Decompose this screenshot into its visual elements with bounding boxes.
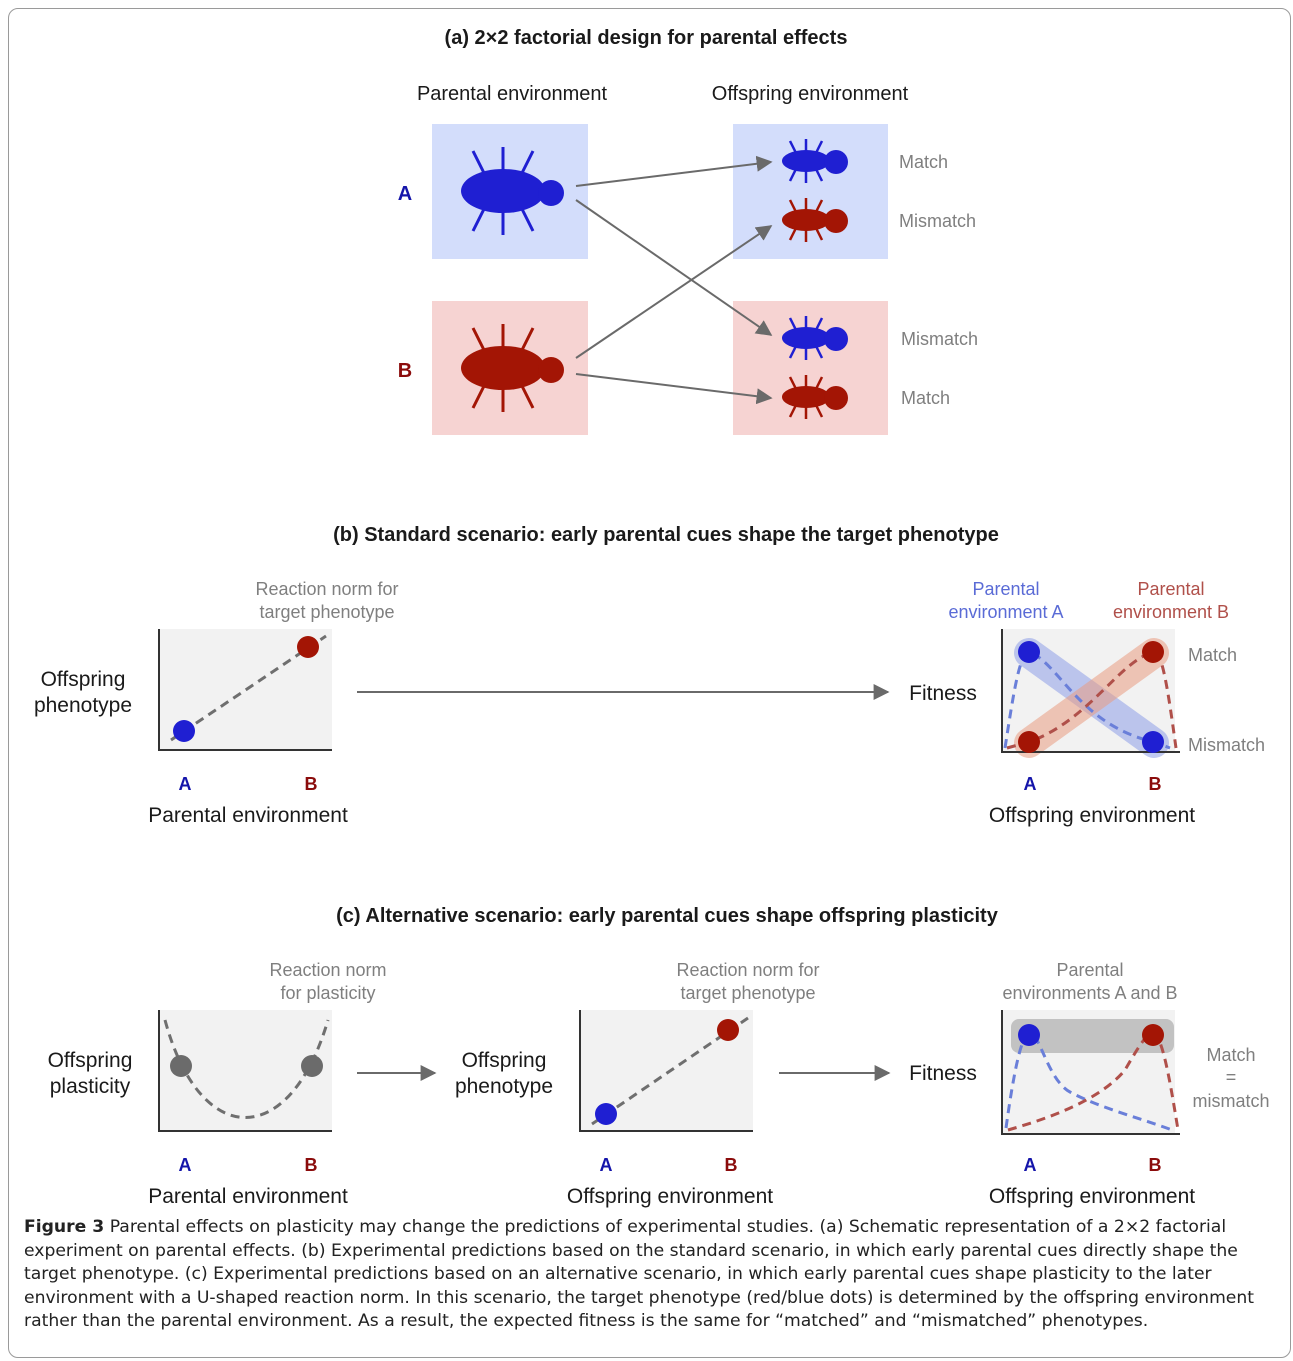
b1-xlabel: Parental environment bbox=[148, 804, 348, 827]
b2-dot-blue-a bbox=[1018, 641, 1040, 663]
c2-annotation: Reaction norm for bbox=[676, 960, 819, 980]
offspring-beetle-ab-icon bbox=[782, 316, 848, 360]
c3-xlabel: Offspring environment bbox=[989, 1185, 1195, 1208]
c3-dot-a bbox=[1018, 1024, 1040, 1046]
caption-text: Parental effects on plasticity may chang… bbox=[24, 1217, 1255, 1331]
b1-dot-a bbox=[173, 720, 195, 742]
b2-xlabel: Offspring environment bbox=[989, 804, 1195, 827]
panel-b: (b) Standard scenario: early parental cu… bbox=[34, 524, 1265, 827]
b2-legend-a: environment A bbox=[948, 602, 1063, 622]
offspring-beetle-bb-icon bbox=[782, 375, 848, 419]
c3-right-label: mismatch bbox=[1192, 1091, 1269, 1111]
outcome-label: Mismatch bbox=[901, 329, 978, 349]
c3-equal-band bbox=[1011, 1019, 1174, 1053]
c2-ylabel: phenotype bbox=[455, 1075, 553, 1098]
offspring-box-a bbox=[733, 124, 888, 259]
b2-right-label: Match bbox=[1188, 645, 1237, 665]
c2-xlabel: Offspring environment bbox=[567, 1185, 773, 1208]
c1-dot-a bbox=[170, 1055, 192, 1077]
b2-legend-a: Parental bbox=[972, 579, 1039, 599]
b2-curve-b bbox=[1006, 650, 1178, 750]
offspring-environment-header: Offspring environment bbox=[712, 83, 909, 105]
panel-b-title: (b) Standard scenario: early parental cu… bbox=[333, 524, 999, 546]
panel-c: (c) Alternative scenario: early parental… bbox=[48, 905, 1270, 1208]
panel-a: (a) 2×2 factorial design for parental ef… bbox=[398, 27, 978, 435]
c2-annotation: target phenotype bbox=[680, 983, 815, 1003]
c1-annotation: Reaction norm bbox=[269, 960, 386, 980]
parental-environment-header: Parental environment bbox=[417, 83, 608, 105]
c2-ylabel: Offspring bbox=[462, 1049, 547, 1072]
c1-tick-b: B bbox=[305, 1155, 318, 1175]
b1-dot-b bbox=[297, 636, 319, 658]
b2-legend-b: environment B bbox=[1113, 602, 1229, 622]
b2-tick-b: B bbox=[1149, 774, 1162, 794]
c3-curve-b bbox=[1007, 1031, 1180, 1132]
c2-dot-a bbox=[595, 1103, 617, 1125]
outcome-label: Match bbox=[899, 152, 948, 172]
b2-tick-a: A bbox=[1024, 774, 1037, 794]
b1-annotation: Reaction norm for bbox=[255, 579, 398, 599]
figure-caption: Figure 3 Parental effects on plasticity … bbox=[24, 1216, 1264, 1334]
c1-xlabel: Parental environment bbox=[148, 1185, 348, 1208]
c3-tick-b: B bbox=[1149, 1155, 1162, 1175]
c2-dot-b bbox=[717, 1019, 739, 1041]
c3-annotation: Parental bbox=[1056, 960, 1123, 980]
c1-annotation: for plasticity bbox=[280, 983, 375, 1003]
parent-beetle-a-icon bbox=[461, 147, 564, 235]
b1-tick-b: B bbox=[305, 774, 318, 794]
b2-ylabel: Fitness bbox=[909, 682, 977, 705]
arrow-b-to-b bbox=[575, 373, 773, 405]
caption-label: Figure 3 bbox=[24, 1217, 105, 1237]
outcome-label: Mismatch bbox=[899, 211, 976, 231]
c1-ylabel: Offspring bbox=[48, 1049, 133, 1072]
c3-annotation: environments A and B bbox=[1002, 983, 1177, 1003]
b2-dot-red-a bbox=[1018, 731, 1040, 753]
b1-ylabel: Offspring bbox=[41, 668, 126, 691]
c1-tick-a: A bbox=[179, 1155, 192, 1175]
parent-beetle-b-icon bbox=[461, 324, 564, 412]
panel-c-title: (c) Alternative scenario: early parental… bbox=[336, 905, 999, 927]
b2-dot-red-b bbox=[1142, 641, 1164, 663]
b2-band-b bbox=[1014, 638, 1169, 758]
c3-right-label: = bbox=[1226, 1067, 1237, 1087]
offspring-beetle-aa-icon bbox=[782, 139, 848, 183]
outcome-label: Match bbox=[901, 388, 950, 408]
b1-ylabel: phenotype bbox=[34, 694, 132, 717]
c3-ylabel: Fitness bbox=[909, 1062, 977, 1085]
c2-tick-b: B bbox=[725, 1155, 738, 1175]
b1-annotation: target phenotype bbox=[259, 602, 394, 622]
offspring-beetle-ba-icon bbox=[782, 198, 848, 242]
c3-curve-a bbox=[1004, 1031, 1173, 1132]
env-a-label: A bbox=[398, 183, 412, 205]
b1-tick-a: A bbox=[179, 774, 192, 794]
panel-a-title: (a) 2×2 factorial design for parental ef… bbox=[445, 27, 848, 49]
c3-tick-a: A bbox=[1024, 1155, 1037, 1175]
env-b-label: B bbox=[398, 360, 412, 382]
arrow-b-to-a bbox=[575, 225, 773, 359]
c1-ylabel: plasticity bbox=[50, 1075, 131, 1098]
b2-right-label: Mismatch bbox=[1188, 735, 1265, 755]
c3-dot-b bbox=[1142, 1024, 1164, 1046]
arrow-a-to-b bbox=[575, 199, 773, 336]
arrow-a-to-a bbox=[575, 155, 773, 187]
c1-dot-b bbox=[301, 1055, 323, 1077]
b2-legend-b: Parental bbox=[1137, 579, 1204, 599]
transfer-arrows bbox=[575, 155, 773, 405]
offspring-box-b bbox=[733, 301, 888, 435]
c2-tick-a: A bbox=[600, 1155, 613, 1175]
b2-dot-blue-b bbox=[1142, 731, 1164, 753]
c3-right-label: Match bbox=[1206, 1045, 1255, 1065]
